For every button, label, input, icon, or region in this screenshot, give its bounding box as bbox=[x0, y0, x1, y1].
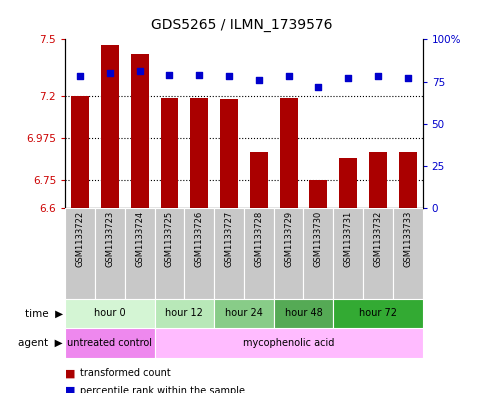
Text: GSM1133723: GSM1133723 bbox=[105, 211, 114, 267]
Text: GSM1133726: GSM1133726 bbox=[195, 211, 204, 267]
Bar bbox=[303, 208, 333, 299]
Point bbox=[344, 75, 352, 81]
Bar bbox=[65, 208, 95, 299]
Point bbox=[374, 73, 382, 80]
Bar bbox=[339, 158, 357, 208]
Point bbox=[255, 77, 263, 83]
Text: GSM1133724: GSM1133724 bbox=[135, 211, 144, 267]
Bar bbox=[333, 299, 423, 328]
Point bbox=[76, 73, 84, 80]
Text: agent  ▶: agent ▶ bbox=[18, 338, 63, 348]
Bar bbox=[363, 208, 393, 299]
Point bbox=[136, 68, 143, 75]
Point bbox=[314, 83, 322, 90]
Bar bbox=[131, 54, 149, 208]
Point bbox=[196, 72, 203, 78]
Bar bbox=[95, 208, 125, 299]
Text: GSM1133731: GSM1133731 bbox=[344, 211, 353, 267]
Text: untreated control: untreated control bbox=[68, 338, 152, 348]
Bar bbox=[214, 299, 274, 328]
Text: percentile rank within the sample: percentile rank within the sample bbox=[80, 386, 245, 393]
Text: GSM1133729: GSM1133729 bbox=[284, 211, 293, 267]
Text: ■: ■ bbox=[65, 368, 76, 378]
Text: hour 24: hour 24 bbox=[225, 309, 263, 318]
Text: GSM1133730: GSM1133730 bbox=[314, 211, 323, 267]
Point bbox=[225, 73, 233, 80]
Text: time  ▶: time ▶ bbox=[25, 309, 63, 318]
Bar bbox=[310, 180, 327, 208]
Point bbox=[106, 70, 114, 76]
Bar bbox=[280, 97, 298, 208]
Bar bbox=[393, 208, 423, 299]
Bar bbox=[369, 152, 387, 208]
Text: hour 48: hour 48 bbox=[284, 309, 322, 318]
Text: GSM1133725: GSM1133725 bbox=[165, 211, 174, 267]
Text: mycophenolic acid: mycophenolic acid bbox=[243, 338, 334, 348]
Text: GSM1133722: GSM1133722 bbox=[76, 211, 85, 267]
Point bbox=[285, 73, 293, 80]
Bar bbox=[101, 45, 119, 208]
Bar bbox=[274, 208, 303, 299]
Bar bbox=[190, 97, 208, 208]
Bar bbox=[274, 299, 333, 328]
Text: GDS5265 / ILMN_1739576: GDS5265 / ILMN_1739576 bbox=[151, 18, 332, 32]
Point bbox=[166, 72, 173, 78]
Text: GSM1133733: GSM1133733 bbox=[403, 211, 412, 267]
Text: GSM1133727: GSM1133727 bbox=[225, 211, 233, 267]
Bar bbox=[155, 208, 185, 299]
Bar bbox=[155, 328, 423, 358]
Bar bbox=[185, 208, 214, 299]
Text: GSM1133728: GSM1133728 bbox=[255, 211, 263, 267]
Text: transformed count: transformed count bbox=[80, 368, 170, 378]
Text: hour 0: hour 0 bbox=[94, 309, 126, 318]
Bar bbox=[71, 95, 89, 208]
Text: ■: ■ bbox=[65, 386, 76, 393]
Bar bbox=[214, 208, 244, 299]
Text: GSM1133732: GSM1133732 bbox=[373, 211, 383, 267]
Text: hour 72: hour 72 bbox=[359, 309, 397, 318]
Bar bbox=[399, 152, 417, 208]
Bar bbox=[65, 328, 155, 358]
Bar bbox=[244, 208, 274, 299]
Text: hour 12: hour 12 bbox=[165, 309, 203, 318]
Bar bbox=[155, 299, 214, 328]
Bar bbox=[160, 97, 178, 208]
Point bbox=[404, 75, 412, 81]
Bar bbox=[250, 152, 268, 208]
Bar bbox=[333, 208, 363, 299]
Bar bbox=[65, 299, 155, 328]
Bar bbox=[220, 99, 238, 208]
Bar bbox=[125, 208, 155, 299]
